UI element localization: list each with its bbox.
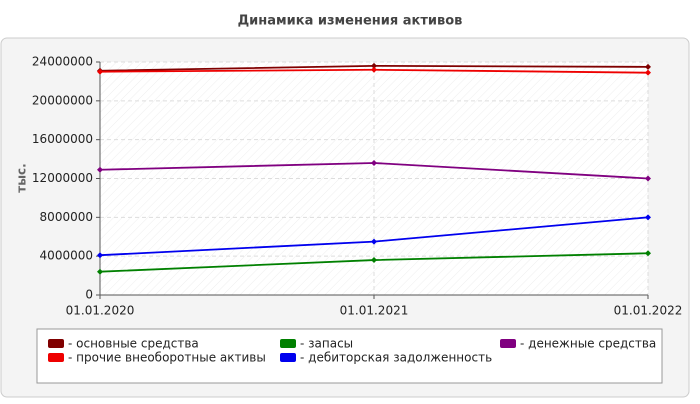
point-marker bbox=[371, 257, 377, 264]
legend-label: - прочие внеоборотные активы bbox=[68, 351, 266, 365]
point-marker bbox=[645, 63, 651, 70]
x-tick-label: 01.01.2022 bbox=[614, 304, 683, 318]
legend-swatch bbox=[500, 339, 516, 348]
point-marker bbox=[371, 238, 377, 245]
legend-label: - основные средства bbox=[68, 337, 199, 351]
point-marker bbox=[97, 68, 103, 75]
y-tick-label: 24000000 bbox=[32, 55, 93, 69]
y-tick-label: 0 bbox=[85, 288, 93, 302]
point-marker bbox=[371, 159, 377, 166]
point-marker bbox=[371, 62, 377, 69]
legend-label: - дебиторская задолженность bbox=[300, 351, 492, 365]
legend-swatch bbox=[280, 339, 296, 348]
legend-label: - запасы bbox=[300, 337, 353, 351]
point-marker bbox=[371, 66, 377, 73]
y-tick-label: 8000000 bbox=[40, 210, 93, 224]
chart-title: Динамика изменения активов bbox=[238, 14, 463, 29]
y-axis-label: тыс. bbox=[15, 163, 29, 192]
point-marker bbox=[645, 250, 651, 257]
point-marker bbox=[97, 166, 103, 173]
y-tick-label: 4000000 bbox=[40, 249, 93, 263]
legend-swatch bbox=[280, 353, 296, 362]
legend-swatch bbox=[48, 353, 64, 362]
y-tick-label: 12000000 bbox=[32, 171, 93, 185]
y-tick-label: 20000000 bbox=[32, 93, 93, 107]
x-tick-label: 01.01.2021 bbox=[340, 304, 409, 318]
point-marker bbox=[645, 175, 651, 182]
point-marker bbox=[97, 252, 103, 259]
point-marker bbox=[645, 69, 651, 76]
point-marker bbox=[97, 268, 103, 275]
y-tick-label: 16000000 bbox=[32, 132, 93, 146]
legend bbox=[36, 328, 663, 384]
legend-swatch bbox=[48, 339, 64, 348]
point-marker bbox=[645, 214, 651, 221]
legend-label: - денежные средства bbox=[520, 337, 656, 351]
x-tick-label: 01.01.2020 bbox=[66, 304, 135, 318]
